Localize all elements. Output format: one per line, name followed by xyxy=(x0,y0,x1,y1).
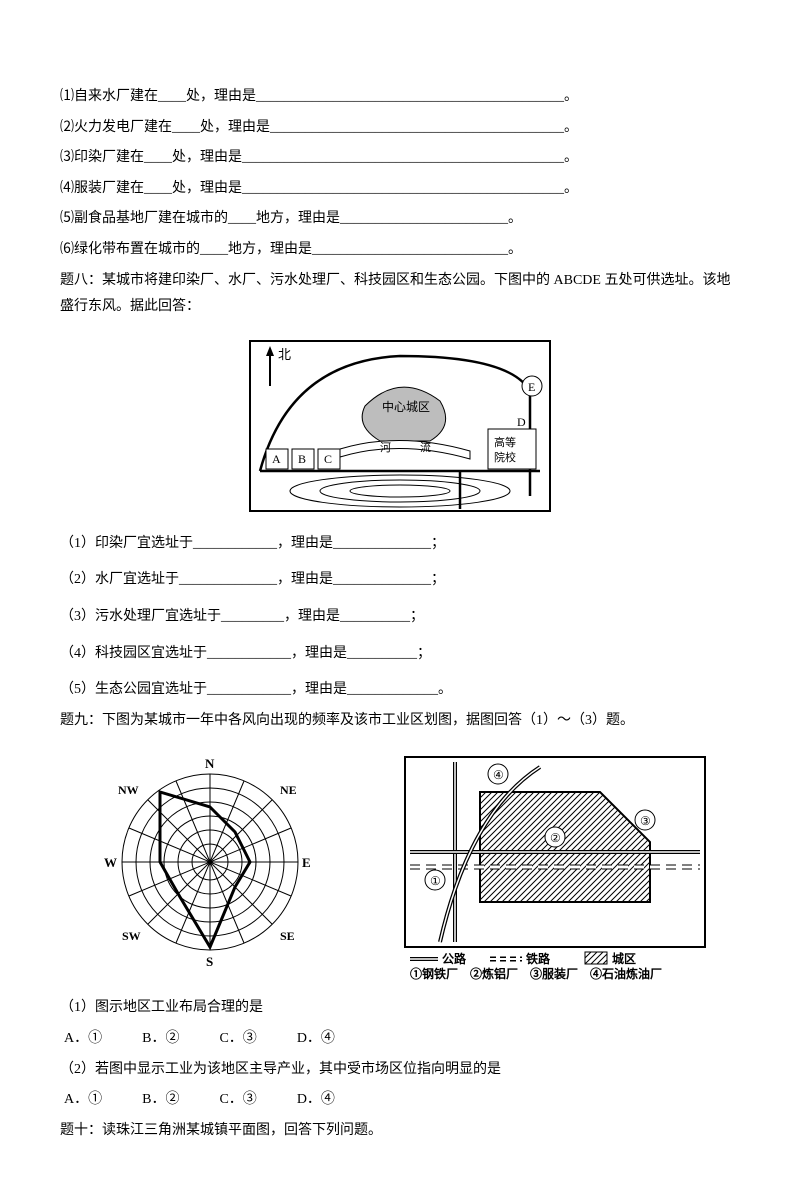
svg-text:院校: 院校 xyxy=(494,450,516,464)
svg-text:A: A xyxy=(272,452,281,466)
q1-item: ⑷服装厂建在____处，理由是_________________________… xyxy=(60,176,740,203)
q8-parts: （1）印染厂宜选址于____________，理由是______________… xyxy=(60,531,740,704)
svg-text:流: 流 xyxy=(420,440,431,454)
svg-text:D: D xyxy=(517,415,526,429)
svg-text:W: W xyxy=(104,855,117,870)
svg-text:河: 河 xyxy=(380,441,391,454)
q8-part: （3）污水处理厂宜选址于_________，理由是__________； xyxy=(60,604,740,631)
q8-part: （1）印染厂宜选址于____________，理由是______________… xyxy=(60,531,740,558)
option[interactable]: D．④ xyxy=(297,1087,335,1114)
option[interactable]: B．② xyxy=(142,1026,179,1053)
svg-text:B: B xyxy=(298,452,306,466)
svg-text:中心城区: 中心城区 xyxy=(382,399,430,414)
q1-item: ⑹绿化带布置在城市的____地方，理由是____________________… xyxy=(60,237,740,264)
q8-intro: 题八：某城市将建印染厂、水厂、污水处理厂、科技园区和生态公园。下图中的 ABCD… xyxy=(60,268,740,321)
q8-part: （5）生态公园宜选址于____________，理由是_____________… xyxy=(60,677,740,704)
svg-text:SE: SE xyxy=(280,929,295,943)
q9-p2-stem: （2）若图中显示工业为该地区主导产业，其中受市场区位指向明显的是 xyxy=(60,1057,740,1084)
q9-figures: N NE E SE S SW W NW xyxy=(70,744,740,990)
svg-text:铁路: 铁路 xyxy=(526,951,551,966)
svg-text:①: ① xyxy=(430,874,441,888)
svg-text:NW: NW xyxy=(118,783,139,797)
q9-intro: 题九：下图为某城市一年中各风向出现的频率及该市工业区划图，据图回答（1）～（3）… xyxy=(60,708,740,735)
q8-part: （4）科技园区宜选址于____________，理由是__________； xyxy=(60,641,740,668)
svg-text:①钢铁厂 ②炼铝厂 ③服装厂 ④石油炼油厂: ①钢铁厂 ②炼铝厂 ③服装厂 ④石油炼油厂 xyxy=(410,966,662,981)
svg-text:C: C xyxy=(324,452,332,466)
option[interactable]: A．① xyxy=(64,1087,102,1114)
option[interactable]: A．① xyxy=(64,1026,102,1053)
wind-rose-figure: N NE E SE S SW W NW xyxy=(100,752,320,972)
svg-text:城区: 城区 xyxy=(612,951,636,966)
svg-text:N: N xyxy=(205,756,215,771)
option[interactable]: B．② xyxy=(142,1087,179,1114)
q9-p1-stem: （1）图示地区工业布局合理的是 xyxy=(60,995,740,1022)
svg-text:S: S xyxy=(206,954,213,969)
q1-item: ⑵火力发电厂建在____处，理由是_______________________… xyxy=(60,115,740,142)
svg-text:②: ② xyxy=(550,831,561,845)
north-label: 北 xyxy=(278,347,291,362)
q9-p1-options: A．① B．② C．③ D．④ xyxy=(64,1026,740,1053)
option[interactable]: C．③ xyxy=(219,1026,256,1053)
option[interactable]: C．③ xyxy=(219,1087,256,1114)
q1-item: ⑶印染厂建在____处，理由是_________________________… xyxy=(60,145,740,172)
q9-p2-options: A．① B．② C．③ D．④ xyxy=(64,1087,740,1114)
svg-text:③: ③ xyxy=(640,814,651,828)
option[interactable]: D．④ xyxy=(297,1026,335,1053)
svg-text:NE: NE xyxy=(280,783,297,797)
industry-map-figure: ① ② ③ ④ 公路 铁路 城区 ①钢铁厂 ②炼铝厂 ③服装厂 ④石油炼油厂 xyxy=(400,752,710,982)
q10-intro: 题十：读珠江三角洲某城镇平面图，回答下列问题。 xyxy=(60,1118,740,1145)
q8-map-figure: 北 中心城区 河 流 A B C D 高等 院校 E xyxy=(60,331,740,521)
q1-block: ⑴自来水厂建在____处，理由是________________________… xyxy=(60,84,740,264)
q1-item: ⑸副食品基地厂建在城市的____地方，理由是__________________… xyxy=(60,206,740,233)
svg-text:SW: SW xyxy=(122,929,141,943)
svg-text:④: ④ xyxy=(493,768,504,782)
q8-part: （2）水厂宜选址于______________，理由是_____________… xyxy=(60,567,740,594)
svg-text:公路: 公路 xyxy=(442,951,467,966)
svg-text:高等: 高等 xyxy=(494,435,516,449)
svg-text:E: E xyxy=(528,380,535,394)
svg-text:E: E xyxy=(302,855,311,870)
q1-item: ⑴自来水厂建在____处，理由是________________________… xyxy=(60,84,740,111)
